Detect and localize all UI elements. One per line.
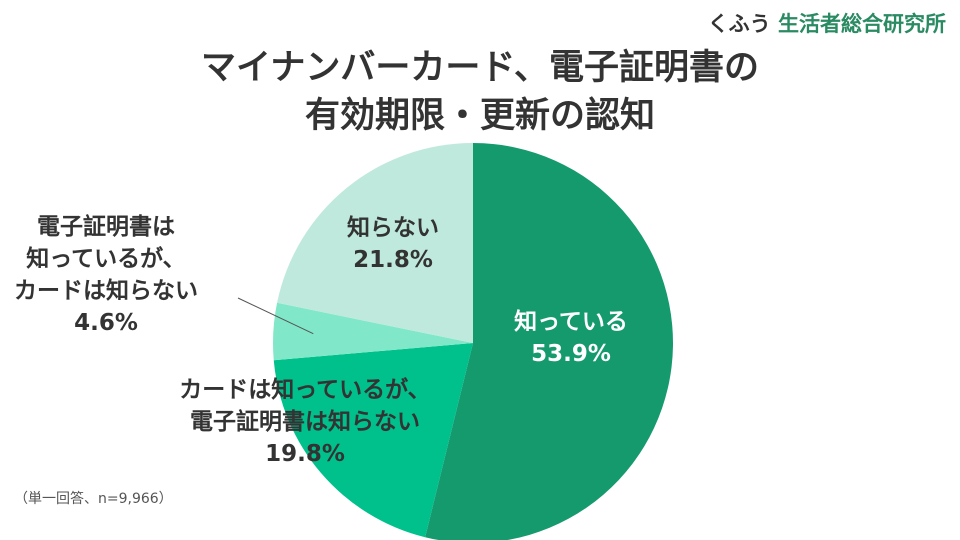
slice-value-label: 53.9%: [531, 341, 611, 367]
slice-label-dont-know: 知らない 21.8%: [347, 214, 439, 273]
chart-title: マイナンバーカード、電子証明書の 有効期限・更新の認知: [0, 44, 960, 140]
chart-title-line-2: 有効期限・更新の認知: [304, 96, 655, 136]
brand-name-suffix: 生活者総合研究所: [778, 12, 946, 36]
slice-label-cert-only: 電子証明書は知っているが、カードは知らない 4.6%: [14, 213, 198, 336]
brand-name-prefix: くふう: [707, 12, 771, 36]
slice-value-label: 4.6%: [74, 310, 138, 336]
slice-category-label: カードは知っているが、: [179, 376, 430, 403]
slice-category-label: 知らない: [347, 214, 439, 241]
slice-category-label: 電子証明書は知らない: [190, 408, 420, 435]
pie-slice-cert-only: [273, 302, 473, 361]
slice-category-label: 電子証明書は: [37, 213, 175, 240]
leader-line-cert-only: [237, 297, 314, 335]
pie-slice-card-only: [273, 343, 473, 538]
pie-slice-dont-know: [277, 143, 473, 343]
slice-value-label: 21.8%: [353, 247, 433, 273]
sample-footnote: （単一回答、n=9,966）: [14, 491, 173, 507]
slice-label-card-only: カードは知っているが、電子証明書は知らない 19.8%: [179, 376, 430, 467]
slice-category-label: 知っている: [514, 308, 628, 335]
slice-category-label: 知っているが、: [26, 245, 185, 272]
slice-category-label: カードは知らない: [14, 277, 198, 304]
brand-logo: くふう 生活者総合研究所: [708, 8, 946, 38]
pie-slice-know: [425, 143, 673, 540]
slice-value-label: 19.8%: [265, 441, 345, 467]
chart-title-line-1: マイナンバーカード、電子証明書の: [201, 48, 759, 88]
slice-label-know: 知っている 53.9%: [514, 308, 628, 367]
